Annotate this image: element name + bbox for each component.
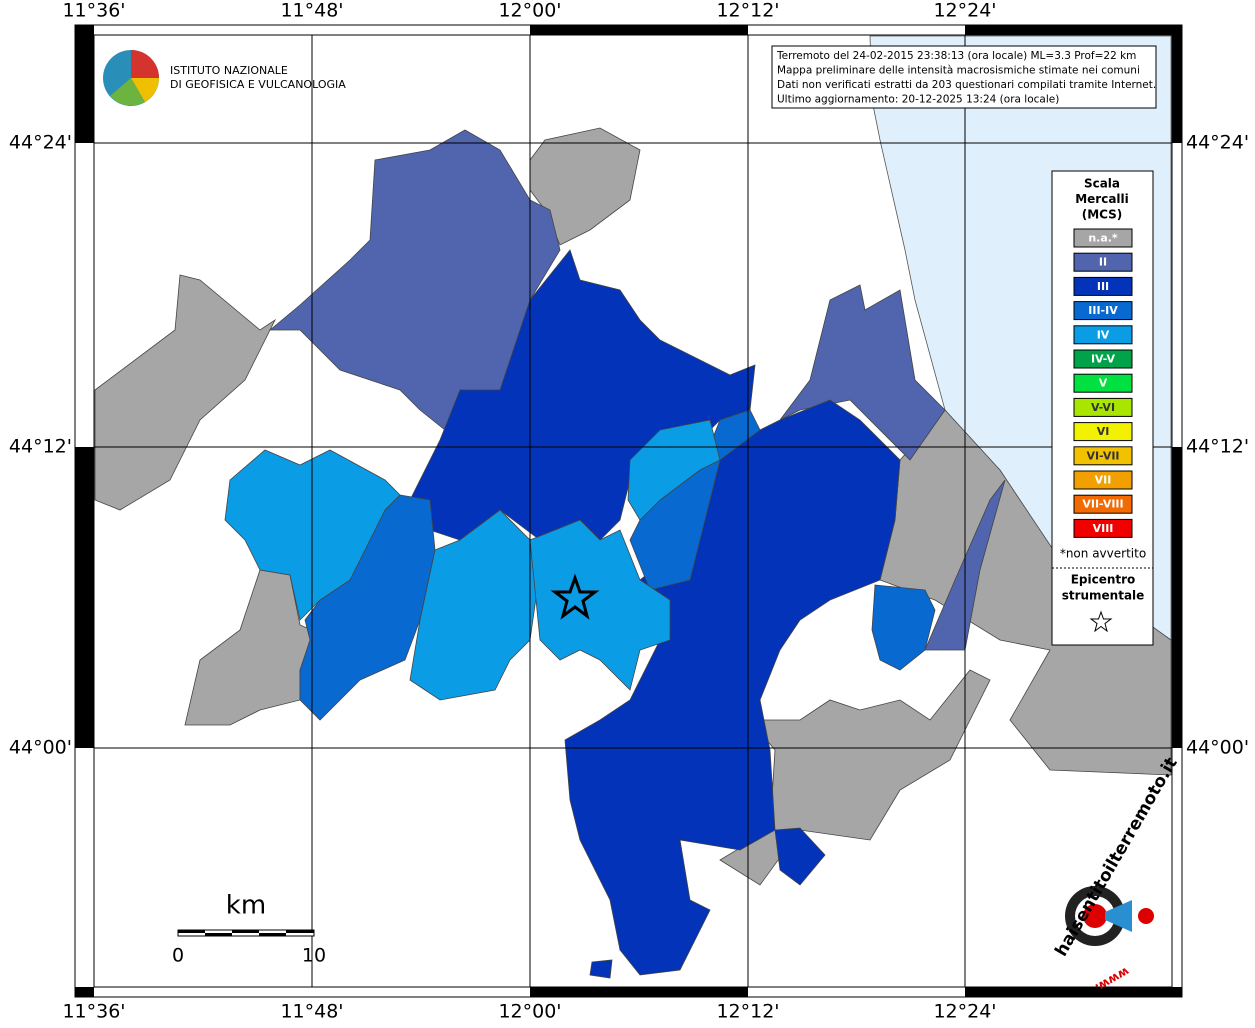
logo-segment [131, 78, 159, 102]
municipality [529, 519, 671, 691]
lon-label: 11°48' [280, 0, 343, 22]
legend-swatch [1073, 276, 1133, 296]
legend-label: VIII [1093, 522, 1114, 535]
municipality [409, 509, 541, 701]
legend-label: IV [1097, 328, 1110, 341]
legend-swatch [1073, 301, 1133, 321]
legend-swatch [1073, 373, 1133, 393]
legend-epicenter: Epicentro [1071, 573, 1136, 587]
legend-title: (MCS) [1082, 208, 1123, 222]
info-line: Mappa preliminare delle intensità macros… [777, 65, 1140, 77]
lat-label: 44°12' [9, 436, 72, 458]
legend-title: Mercalli [1075, 192, 1129, 206]
legend-label: VII-VIII [1082, 498, 1123, 511]
legend-note: *non avvertito [1060, 547, 1146, 561]
municipality [529, 127, 641, 246]
municipality [779, 284, 946, 461]
legend-swatch [1073, 446, 1133, 466]
lon-label: 12°00' [498, 1001, 561, 1023]
scale-bar: km 0 10 [172, 891, 326, 967]
legend-label: n.a.* [1088, 232, 1118, 245]
logo-dot [1138, 908, 1154, 924]
lat-label: 44°24' [1186, 132, 1249, 154]
info-box [771, 45, 1157, 109]
legend-swatch [1073, 228, 1133, 248]
legend-swatch [1073, 349, 1133, 369]
legend-label: III-IV [1088, 304, 1118, 317]
axis-labels: 11°36' 11°36' 11°48' 11°48' 12°00' 12°00' 12°1… [9, 0, 1249, 1023]
frame-bands [75, 25, 1182, 997]
info-line: Dati non verificati estratti da 203 ques… [777, 79, 1156, 91]
epicenter [550, 573, 600, 620]
legend-title: Scala [1084, 177, 1120, 191]
lat-label: 44°12' [1186, 436, 1249, 458]
graticule [94, 35, 1172, 987]
legend-label: VII [1095, 474, 1112, 487]
legend-swatch [1073, 325, 1133, 345]
legend-label: III [1097, 280, 1109, 293]
legend-label: VI-VII [1086, 449, 1119, 462]
legend-label: II [1099, 256, 1107, 269]
lat-label: 44°00' [1186, 737, 1249, 759]
lon-label: 11°36' [62, 1001, 125, 1023]
legend-swatch [1073, 494, 1133, 514]
logo-segment [131, 50, 159, 78]
logo-speaker [1105, 900, 1132, 932]
legend-star [1089, 610, 1113, 633]
municipality [627, 419, 721, 521]
legend-label: V [1099, 377, 1108, 390]
lat-label: 44°00' [9, 737, 72, 759]
lon-label: 12°12' [716, 1001, 779, 1023]
lon-label: 12°12' [716, 0, 779, 22]
institute-name: DI GEOFISICA E VULCANOLOGIA [170, 78, 346, 91]
lon-label: 12°00' [498, 0, 561, 22]
logo-core [1083, 904, 1107, 928]
legend-label: V-VI [1091, 401, 1115, 414]
legend-swatch [1073, 252, 1133, 272]
municipalities [94, 127, 1172, 979]
scale-label: 10 [302, 945, 326, 967]
municipality [564, 399, 901, 976]
info-text: Terremoto del 24-02-2015 23:38:13 (ora l… [776, 50, 1156, 106]
legend-swatch [1073, 422, 1133, 442]
lon-label: 12°24' [933, 1001, 996, 1023]
scale-label: 0 [172, 945, 184, 967]
lon-label: 12°24' [933, 0, 996, 22]
lon-label: 11°48' [280, 1001, 343, 1023]
logo-segment [110, 78, 145, 106]
legend-epicenter: strumentale [1062, 589, 1145, 603]
lon-label: 11°36' [62, 0, 125, 22]
scale-unit: km [226, 891, 266, 921]
municipality [774, 827, 826, 886]
ingv-logo: ISTITUTO NAZIONALE DI GEOFISICA E VULCAN… [103, 50, 346, 106]
legend-label: IV-V [1091, 353, 1116, 366]
legend-swatch [1073, 470, 1133, 490]
legend: ScalaMercalli(MCS)n.a.*IIIIIIII-IVIVIV-V… [1052, 177, 1153, 633]
institute-name: ISTITUTO NAZIONALE [170, 64, 288, 77]
municipality [589, 959, 613, 979]
municipality [871, 584, 936, 671]
lat-label: 44°24' [9, 132, 72, 154]
legend-swatch [1073, 518, 1133, 538]
municipality [94, 274, 277, 511]
municipality [268, 129, 561, 431]
legend-label: VI [1097, 425, 1110, 438]
municipality [879, 409, 1172, 776]
info-line: Terremoto del 24-02-2015 23:38:13 (ora l… [776, 50, 1136, 62]
info-line: Ultimo aggiornamento: 20-12-2025 13:24 (… [777, 94, 1059, 106]
legend-swatch [1073, 397, 1133, 417]
